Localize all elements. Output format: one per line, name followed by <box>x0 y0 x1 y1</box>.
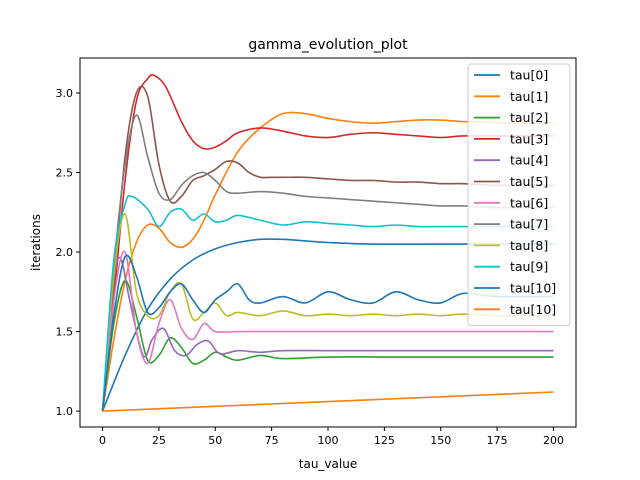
y-axis-label: iterations <box>29 214 43 271</box>
legend-box <box>467 63 571 327</box>
series-line-6 <box>101 250 554 412</box>
x-tick-label: 150 <box>430 434 451 447</box>
legend-label: tau[10] <box>510 281 556 296</box>
y-tick-label: 2.5 <box>56 167 74 180</box>
legend-label: tau[0] <box>510 68 548 83</box>
legend-label: tau[1] <box>510 89 548 104</box>
legend-label: tau[7] <box>510 217 548 232</box>
y-tick-label: 3.0 <box>56 87 74 100</box>
series-line-7 <box>101 114 554 412</box>
legend-label: tau[2] <box>510 110 548 125</box>
series-line-10 <box>101 254 554 412</box>
series-line-1 <box>101 111 554 412</box>
x-tick-label: 75 <box>265 434 279 447</box>
x-tick-label: 100 <box>318 434 339 447</box>
y-tick-label: 1.0 <box>56 405 74 418</box>
x-ticks: 0 25 50 75 100 125 150 175 200 <box>99 427 564 447</box>
y-tick-label: 1.5 <box>56 326 74 339</box>
legend-label: tau[6] <box>510 195 548 210</box>
x-axis-label: tau_value <box>299 457 357 471</box>
x-tick-label: 25 <box>152 434 166 447</box>
legend: tau[0] tau[1] tau[2] tau[3] tau[4] tau[5] tau[… <box>467 63 571 327</box>
y-tick-label: 2.0 <box>56 246 74 259</box>
legend-label: tau[4] <box>510 153 548 168</box>
x-tick-label: 200 <box>543 434 564 447</box>
series-line-9 <box>101 194 554 412</box>
series-line-3 <box>101 74 554 412</box>
y-ticks: 1.0 1.5 2.0 2.5 3.0 <box>56 87 80 418</box>
legend-label: tau[8] <box>510 238 548 253</box>
series-layer <box>101 74 554 412</box>
legend-label: tau[9] <box>510 259 548 274</box>
series-line-11 <box>102 391 554 412</box>
x-tick-label: 175 <box>487 434 508 447</box>
x-tick-label: 125 <box>374 434 395 447</box>
series-line-5 <box>101 85 554 412</box>
series-line-4 <box>101 256 554 412</box>
x-tick-label: 0 <box>99 434 106 447</box>
series-line-2 <box>101 279 554 412</box>
x-tick-label: 50 <box>208 434 222 447</box>
legend-label: tau[10] <box>510 302 556 317</box>
legend-label: tau[3] <box>510 131 548 146</box>
series-line-0 <box>101 238 554 412</box>
chart-title: gamma_evolution_plot <box>248 37 408 53</box>
legend-label: tau[5] <box>510 174 548 189</box>
series-line-8 <box>101 213 554 412</box>
